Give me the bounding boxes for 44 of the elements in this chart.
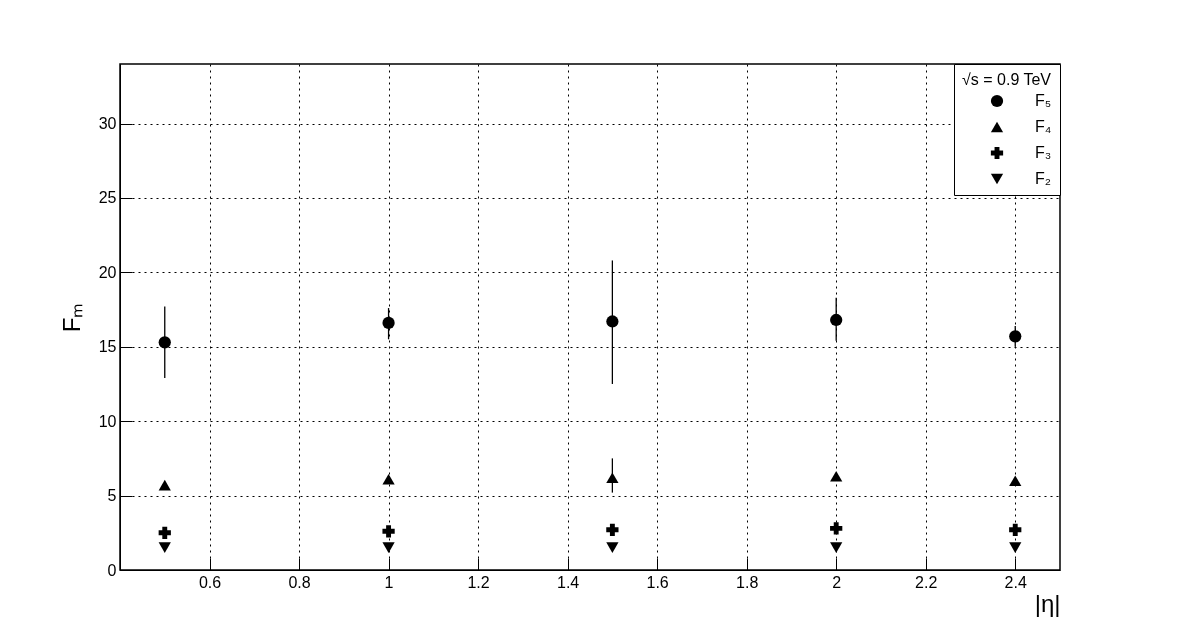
point	[1009, 475, 1022, 487]
point	[158, 336, 171, 349]
x-tick-label: 2.2	[915, 573, 938, 591]
x-axis-title: |η|	[1034, 589, 1061, 617]
x-tick-label: 2	[832, 573, 842, 591]
x-tick-label: 1.8	[736, 573, 759, 591]
x-tick-label: 0.6	[198, 573, 222, 591]
x-tick-label: 1.2	[467, 573, 490, 591]
point	[382, 473, 395, 485]
point	[830, 470, 843, 482]
y-tick-label: 30	[98, 115, 117, 133]
point	[830, 542, 843, 553]
y-tick-label: 25	[98, 189, 117, 207]
legend-label: F₃	[1035, 144, 1052, 161]
point	[158, 542, 171, 553]
y-tick-label: 5	[107, 487, 117, 505]
point	[830, 313, 843, 327]
y-tick-label: 20	[98, 263, 117, 281]
legend-title: √s = 0.9 TeV	[962, 71, 1052, 88]
x-tick-label: 1	[384, 573, 394, 591]
x-tick-label: 2.4	[1004, 573, 1027, 591]
point	[158, 479, 171, 491]
point	[1009, 523, 1022, 536]
legend-label: F₄	[1035, 118, 1052, 135]
point	[606, 472, 619, 484]
legend-label: F₅	[1035, 92, 1052, 109]
y-tick-label: 10	[98, 412, 117, 430]
point	[606, 523, 619, 536]
y-axis-title: Fₘ	[57, 302, 85, 333]
x-tick-label: 1.6	[646, 573, 669, 591]
y-tick-label: 15	[98, 338, 117, 356]
point	[1009, 542, 1022, 553]
point	[606, 542, 619, 553]
point	[158, 526, 171, 539]
point	[606, 315, 619, 328]
y-tick-label: 0	[107, 561, 117, 579]
x-tick-label: 0.8	[288, 573, 311, 591]
x-tick-label: 1.4	[556, 573, 580, 591]
point	[382, 316, 395, 330]
legend-label: F₂	[1035, 170, 1051, 187]
point	[382, 542, 395, 553]
point	[1009, 330, 1022, 343]
point	[830, 522, 843, 535]
point	[382, 525, 395, 538]
